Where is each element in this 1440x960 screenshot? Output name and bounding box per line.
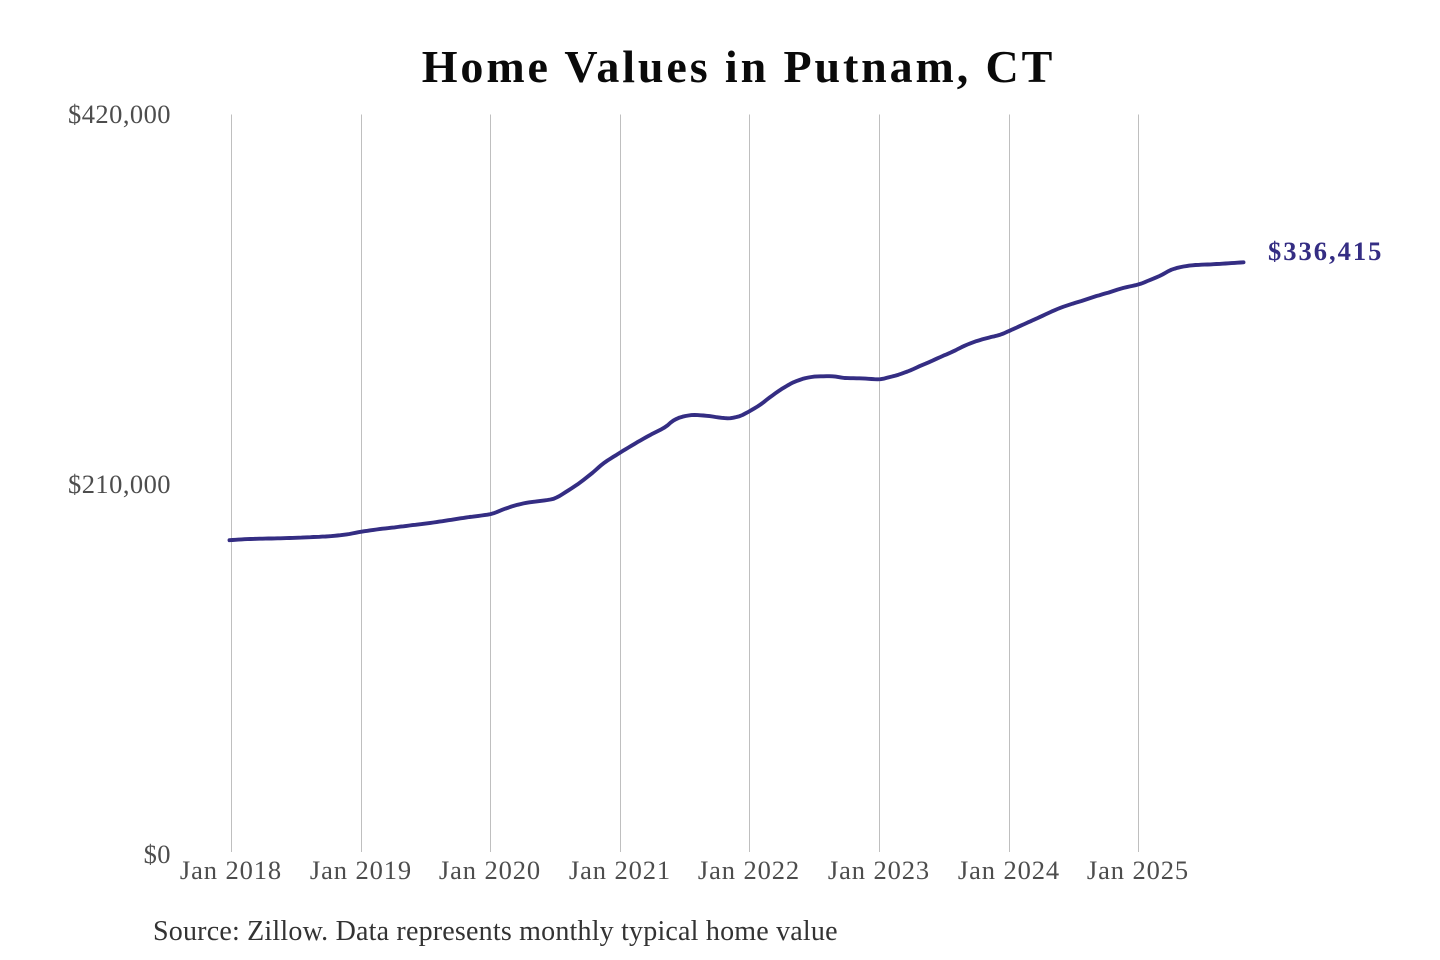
svg-text:$336,415: $336,415	[1268, 236, 1383, 266]
svg-text:$210,000: $210,000	[68, 469, 171, 499]
svg-text:Jan 2018: Jan 2018	[180, 855, 282, 885]
svg-text:Jan 2022: Jan 2022	[698, 855, 800, 885]
svg-text:Home Values in Putnam, CT: Home Values in Putnam, CT	[422, 41, 1056, 92]
svg-text:Jan 2021: Jan 2021	[569, 855, 671, 885]
svg-text:Source: Zillow. Data represent: Source: Zillow. Data represents monthly …	[153, 916, 838, 947]
svg-text:$420,000: $420,000	[68, 99, 171, 129]
svg-text:Jan 2025: Jan 2025	[1087, 855, 1189, 885]
svg-text:Jan 2023: Jan 2023	[828, 855, 930, 885]
svg-text:Jan 2024: Jan 2024	[958, 855, 1060, 885]
svg-text:Jan 2019: Jan 2019	[310, 855, 412, 885]
svg-text:$0: $0	[144, 839, 171, 869]
svg-text:Jan 2020: Jan 2020	[439, 855, 541, 885]
